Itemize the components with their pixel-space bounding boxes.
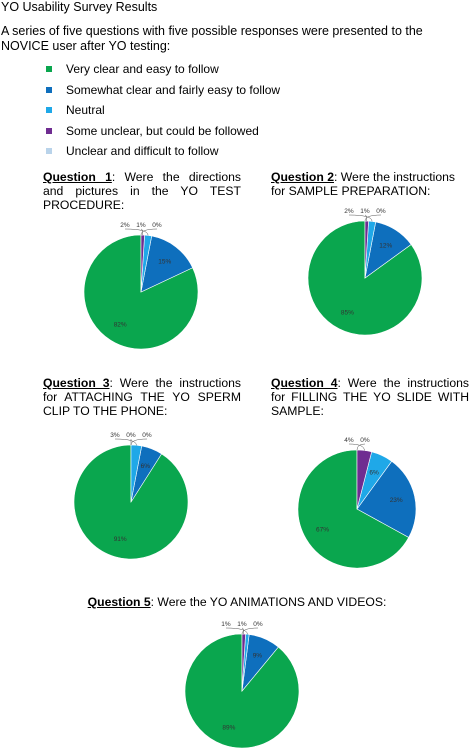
question-text: : Were the instructions for ATTACHING TH… — [43, 376, 241, 418]
question-4-heading: Question 4: Were the instructions for FI… — [271, 376, 469, 418]
pie-label-some-unclear: 1% — [237, 621, 247, 628]
pie-label-unclear: 0% — [253, 621, 263, 628]
legend-label: Unclear and difficult to follow — [66, 144, 219, 158]
pie-leader-line — [364, 214, 382, 222]
question-3-heading: Question 3: Were the instructions for AT… — [43, 376, 241, 418]
pie-label-neutral: 1% — [221, 621, 231, 628]
pie-leader-line — [241, 627, 245, 635]
legend-swatch — [46, 127, 52, 134]
legend: Very clear and easy to follow Somewhat c… — [46, 62, 280, 165]
question-text: : Were the directions and pictures in th… — [43, 170, 242, 212]
pie-slice-somewhat-clear — [356, 460, 417, 538]
legend-label: Somewhat clear and fairly easy to follow — [66, 82, 281, 97]
pie-label-somewhat-clear: 23% — [390, 497, 403, 504]
pie-label-unclear: 0% — [142, 432, 152, 439]
question-number: Question 3 — [43, 376, 110, 390]
pie-slice-very-clear — [297, 449, 410, 569]
legend-label: Some unclear, but could be followed — [66, 123, 259, 138]
legend-label: Very clear and easy to follow — [66, 62, 219, 76]
legend-label: Neutral — [66, 103, 105, 117]
legend-swatch — [46, 86, 52, 93]
legend-item-unclear: Unclear and difficult to follow — [46, 144, 280, 165]
question-text: : Were the YO ANIMATIONS AND VIDEOS: — [150, 595, 387, 609]
pie-label-very-clear: 85% — [341, 310, 354, 317]
pie-label-very-clear: 89% — [222, 725, 235, 732]
pie-label-very-clear: 91% — [114, 536, 127, 543]
pie-slice-somewhat-clear — [140, 235, 193, 293]
question-number: Question 5 — [87, 595, 151, 609]
question-text: : Were the instructions for FILLING THE … — [271, 376, 469, 418]
question-number: Question 2 — [271, 170, 334, 184]
pie-leader-line — [241, 627, 259, 635]
pie-label-unclear: 0% — [376, 208, 386, 215]
pie-leader-line — [140, 228, 144, 236]
legend-item-some-unclear: Some unclear, but could be followed — [46, 124, 280, 145]
pie-label-neutral: 3% — [110, 432, 120, 439]
intro-text: A series of five questions with five pos… — [1, 24, 423, 53]
page-title: YO Usability Survey Results — [1, 0, 158, 14]
legend-item-somewhat-clear: Somewhat clear and fairly easy to follow — [46, 83, 280, 104]
pie-label-very-clear: 82% — [114, 322, 127, 329]
pie-leader-line — [225, 627, 248, 635]
question-5-heading: Question 5: Were the YO ANIMATIONS AND V… — [0, 595, 474, 609]
pie-label-somewhat-clear: 12% — [379, 242, 392, 249]
pie-leader-line — [348, 443, 365, 451]
question-text: : Were the instructions for SAMPLE PREPA… — [271, 170, 456, 198]
question-2-heading: Question 2: Were the instructions for SA… — [271, 170, 471, 198]
legend-swatch — [46, 107, 52, 113]
pie-label-somewhat-clear: 6% — [141, 463, 151, 470]
pie-label-unclear: 0% — [360, 437, 370, 444]
pie-label-neutral: 2% — [344, 208, 354, 215]
pie-label-somewhat-clear: 9% — [253, 652, 263, 659]
pie-label-somewhat-clear: 15% — [158, 258, 171, 265]
legend-swatch — [46, 66, 52, 72]
pie-leader-line — [140, 228, 158, 236]
pie-label-neutral: 6% — [369, 470, 379, 477]
legend-swatch — [46, 148, 52, 154]
pie-label-unclear: 0% — [152, 222, 162, 229]
pie-label-some-unclear: 1% — [360, 208, 370, 215]
pie-slice-very-clear — [184, 633, 300, 749]
question-number: Question 4 — [271, 376, 338, 390]
legend-item-very-clear: Very clear and easy to follow — [46, 62, 280, 83]
pie-leader-line — [364, 214, 368, 222]
pie-leader-line — [356, 443, 366, 451]
pie-slice-very-clear — [73, 444, 189, 560]
pie-label-some-unclear: 0% — [126, 432, 136, 439]
pie-label-neutral: 2% — [120, 222, 130, 229]
pie-slice-very-clear — [83, 234, 199, 350]
question-number: Question 1 — [43, 170, 112, 184]
pie-label-some-unclear: 1% — [136, 222, 146, 229]
pie-label-some-unclear: 4% — [344, 437, 354, 444]
legend-item-neutral: Neutral — [46, 103, 280, 124]
question-1-heading: Question 1: Were the directions and pict… — [43, 170, 241, 212]
pie-leader-line — [130, 438, 148, 446]
pie-label-very-clear: 67% — [316, 526, 329, 533]
